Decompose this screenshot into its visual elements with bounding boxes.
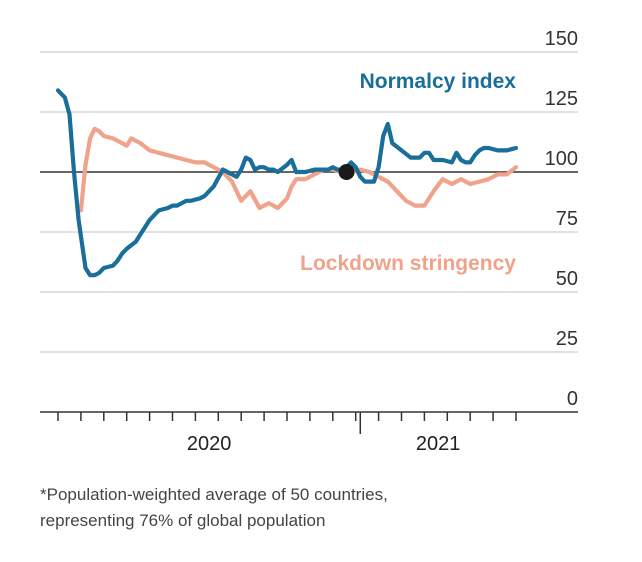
- footnote-line-2: representing 76% of global population: [40, 511, 326, 530]
- y-tick-label-25: 25: [556, 328, 578, 350]
- marker-dot: [338, 164, 355, 180]
- y-tick-label-0: 0: [567, 388, 578, 410]
- y-tick-label-100: 100: [545, 148, 578, 170]
- x-axis: 2020 2021: [40, 411, 578, 455]
- y-tick-label-125: 125: [545, 88, 578, 110]
- x-tick-label-2021: 2021: [416, 433, 461, 455]
- chart: 150 125 100 75 50 25 0 2020 2021 Normalcy index…: [40, 28, 578, 455]
- lockdown-stringency-label: Lockdown stringency: [300, 252, 516, 275]
- series-layer: [40, 88, 578, 278]
- footnote: *Population-weighted average of 50 count…: [40, 482, 600, 534]
- y-tick-label-75: 75: [556, 208, 578, 230]
- footnote-line-1: *Population-weighted average of 50 count…: [40, 485, 388, 504]
- lockdown-series-line: [78, 126, 519, 213]
- gridlines: [40, 51, 578, 353]
- normalcy-index-label: Normalcy index: [360, 70, 517, 93]
- x-tick-label-2020: 2020: [187, 433, 232, 455]
- y-tick-label-150: 150: [545, 28, 578, 50]
- y-axis-ticks: 150 125 100 75 50 25 0: [545, 28, 578, 410]
- y-tick-label-50: 50: [556, 268, 578, 290]
- normalcy-series-line: [55, 88, 519, 278]
